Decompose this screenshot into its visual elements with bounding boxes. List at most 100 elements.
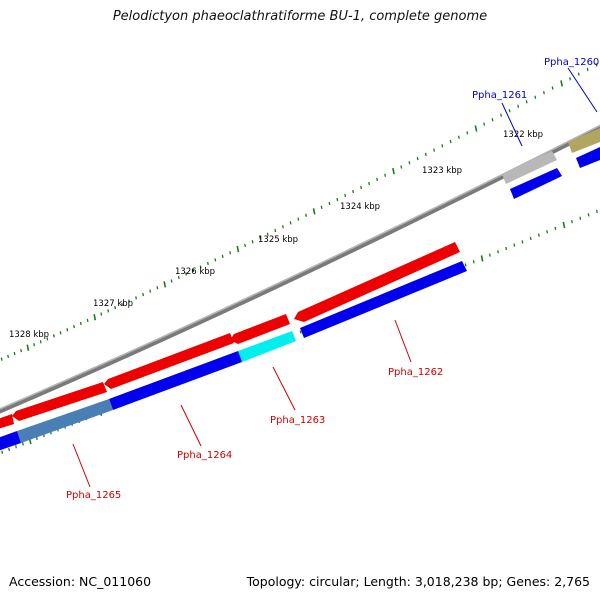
outer-tick-mark (416, 156, 419, 161)
outer-tick-mark (577, 72, 580, 76)
gene-ppha-1263-outer[interactable] (230, 314, 290, 344)
outer-tick-mark (221, 254, 224, 258)
gene-label-ppha-1260[interactable]: Ppha_1260 (544, 57, 599, 68)
gene-ppha-1264-inner[interactable] (109, 351, 242, 410)
outer-tick-mark (266, 232, 269, 236)
inner-tick-mark (587, 213, 590, 217)
scale-label-1326: 1326 kbp (175, 267, 215, 277)
gene-label-ppha-1265[interactable]: Ppha_1265 (66, 490, 121, 501)
inner-tick-mark (579, 216, 582, 220)
outer-tick-mark (441, 144, 444, 148)
outer-tick-mark (508, 109, 511, 113)
scale-label-1323: 1323 kbp (422, 166, 462, 176)
outer-tick-mark (53, 334, 55, 338)
gene-label-ppha-1264[interactable]: Ppha_1264 (177, 450, 232, 461)
outer-tick-mark (595, 63, 598, 67)
outer-tick-mark (142, 292, 145, 297)
outer-tick-mark (368, 181, 370, 186)
accession-text: Accession: NC_011060 (9, 574, 152, 589)
gene-ppha-1265-outer[interactable] (12, 382, 107, 421)
inner-tick-mark (571, 220, 573, 224)
inner-tick-mark (529, 236, 532, 241)
inner-tick-mark (1, 450, 4, 454)
gene-ppha-1261-outer[interactable] (502, 151, 557, 184)
scale-label-1325: 1325 kbp (258, 235, 298, 245)
scale-label-1328: 1328 kbp (9, 330, 49, 340)
inner-tick-mark (562, 221, 566, 229)
gene-ppha-1260-outer[interactable] (568, 128, 600, 153)
gene-ppha-1262-inner[interactable] (300, 261, 467, 338)
scale-labels: 1322 kbp 1323 kbp 1324 kbp 1325 kbp 1326… (9, 130, 543, 340)
inner-tick-mark (488, 253, 491, 257)
outer-tick-mark (135, 296, 138, 300)
outer-tick-mark (229, 251, 232, 255)
outer-tick-mark (491, 118, 494, 122)
outer-tick-mark (551, 86, 554, 90)
outer-tick-mark (328, 201, 331, 206)
outer-tick-mark (424, 152, 427, 157)
label-leaders (72, 67, 598, 488)
outer-tick-mark (360, 185, 363, 190)
outer-tick-mark (244, 243, 246, 248)
gene-labels: Ppha_1260 Ppha_1261 Ppha_1262 Ppha_1263 … (66, 57, 599, 501)
inner-tick-mark (505, 246, 508, 251)
forward-features (502, 128, 600, 199)
gene-ppha-1260-inner[interactable] (576, 147, 600, 168)
outer-tick-mark (312, 208, 316, 215)
inner-tick-mark (480, 255, 484, 262)
gene-ppha-1263-inner[interactable] (238, 331, 296, 362)
outer-tick-mark (26, 344, 30, 351)
outer-tick-mark (297, 217, 300, 221)
gene-label-ppha-1263[interactable]: Ppha_1263 (270, 415, 325, 426)
outer-tick-mark (59, 331, 62, 335)
inner-tick-mark (595, 209, 598, 214)
gene-partial-inner[interactable] (0, 431, 21, 452)
outer-tick-mark (282, 225, 284, 229)
outer-tick-mark (525, 100, 528, 104)
outer-tick-mark (534, 95, 537, 99)
outer-tick-mark (156, 286, 159, 290)
reverse-features-outer (0, 242, 460, 430)
gene-label-ppha-1262[interactable]: Ppha_1262 (388, 367, 443, 378)
gene-label-ppha-1261[interactable]: Ppha_1261 (472, 90, 527, 101)
outer-tick-mark (384, 173, 387, 177)
outer-tick-mark (7, 354, 10, 358)
outer-tick-mark (458, 135, 460, 139)
outer-tick-mark (73, 325, 75, 329)
genome-backbone-highlight (0, 124, 600, 410)
outer-tick-mark (305, 213, 307, 217)
gene-ppha-1262-outer[interactable] (294, 242, 460, 322)
outer-tick-mark (79, 321, 82, 326)
outer-tick-mark (259, 236, 262, 240)
outer-tick-mark (236, 245, 240, 253)
outer-tick-mark (560, 80, 564, 87)
outer-tick-mark (251, 240, 254, 244)
reverse-features-inner (0, 261, 467, 452)
outer-tick-mark (100, 312, 103, 316)
outer-tick-mark (86, 318, 89, 323)
gene-ppha-1261-inner[interactable] (510, 168, 562, 199)
outer-tick-mark (483, 122, 486, 126)
gene-ppha-1264-outer[interactable] (104, 333, 234, 389)
outer-tick-mark (207, 261, 209, 266)
outer-tick-mark (128, 299, 130, 303)
outer-tick-mark (344, 193, 347, 198)
outer-tick-mark (170, 279, 173, 283)
outer-tick-mark (163, 281, 167, 288)
outer-tick-mark (336, 197, 339, 202)
outer-tick-mark (400, 165, 403, 169)
outer-tick-mark (500, 113, 502, 117)
map-title: Pelodictyon phaeoclathratiforme BU-1, co… (112, 9, 488, 24)
outer-tick-mark (199, 265, 202, 269)
inner-tick-mark (546, 230, 549, 234)
outer-tick-mark (107, 309, 110, 313)
gene-ppha-1265-inner[interactable] (17, 399, 113, 443)
outer-tick-mark (46, 337, 49, 341)
outer-tick-mark (408, 161, 411, 165)
gene-partial-outer[interactable] (0, 414, 14, 430)
outer-tick-mark (13, 351, 16, 356)
scale-label-1324: 1324 kbp (340, 202, 380, 212)
outer-tick-mark (474, 125, 478, 132)
